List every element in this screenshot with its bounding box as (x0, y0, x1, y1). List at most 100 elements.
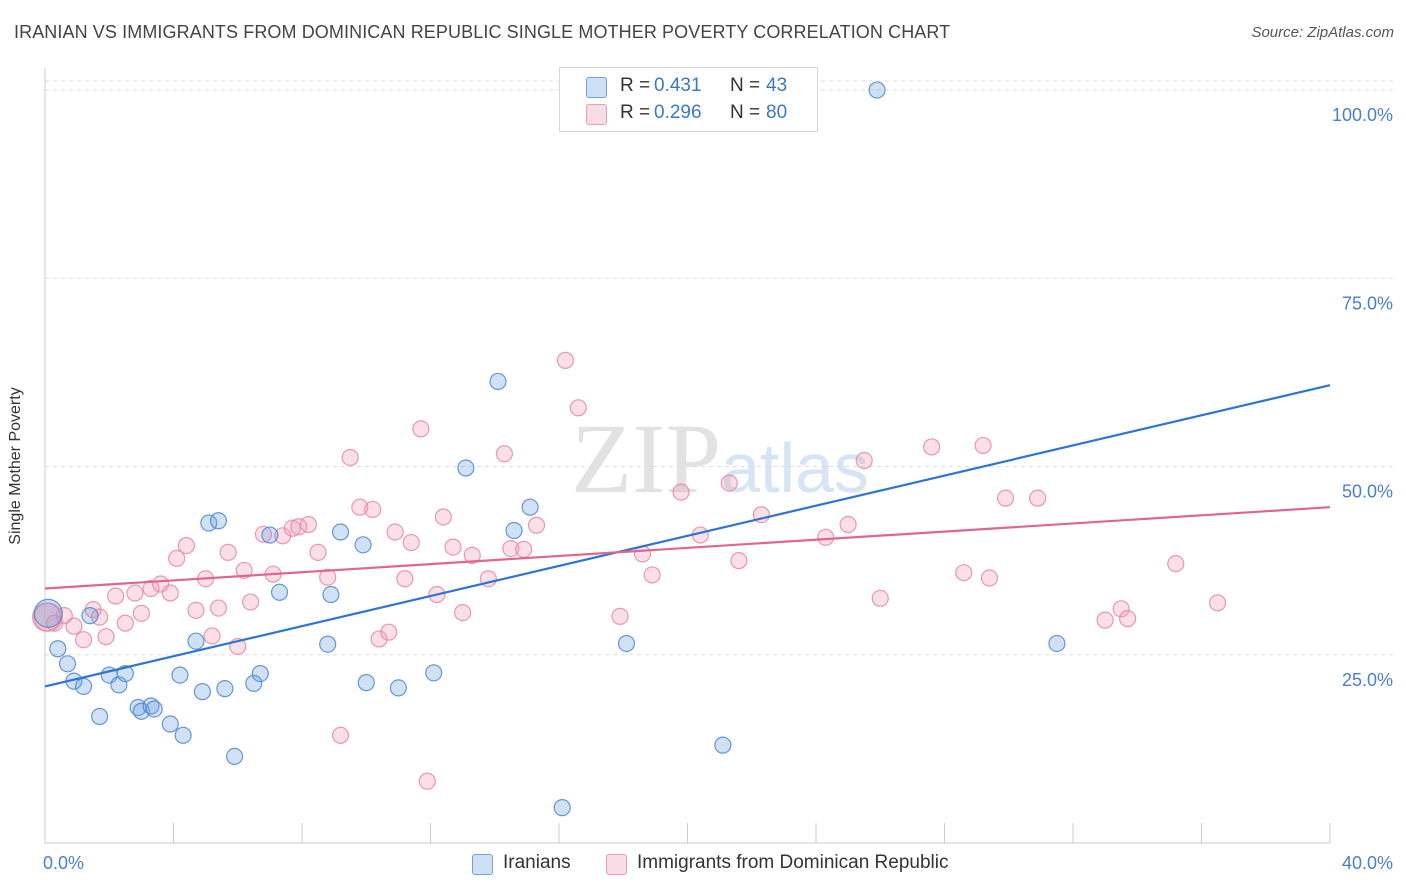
data-point (444, 538, 462, 556)
data-point (341, 448, 359, 467)
data-point (81, 607, 99, 625)
data-point (1112, 600, 1130, 618)
y-axis-label: Single Mother Poverty (7, 387, 24, 545)
data-point (974, 436, 992, 455)
data-point (402, 533, 420, 552)
tick-labels: 25.0% 50.0% 75.0% 100.0% 0.0% 40.0% (43, 105, 1393, 873)
trend-line (44, 384, 1331, 688)
data-point (319, 568, 337, 586)
data-point (617, 634, 636, 653)
bottom-legend-label-dominican: Immigrants from Dominican Republic (637, 852, 949, 873)
legend-r-label: R = (620, 75, 651, 96)
source-note: Source: ZipAtlas.com (1251, 24, 1394, 41)
data-point (116, 614, 134, 632)
data-point (177, 536, 195, 555)
data-point (425, 664, 443, 682)
trend-lines (44, 384, 1331, 688)
y-tick-label: 25.0% (1342, 670, 1393, 690)
watermark-zip: ZIP (571, 403, 721, 514)
y-tick-label: 50.0% (1342, 482, 1393, 502)
data-point (132, 702, 150, 720)
data-point (351, 498, 369, 516)
data-point (319, 635, 337, 653)
data-point (955, 564, 973, 582)
data-point (203, 627, 221, 645)
legend-r-value: 0.431 (654, 75, 702, 96)
watermark-atlas: atlas (721, 429, 869, 507)
data-point (380, 623, 398, 641)
data-point (209, 512, 228, 530)
data-point (161, 584, 179, 602)
data-point (364, 500, 382, 519)
data-point (611, 607, 629, 625)
data-point (254, 525, 273, 543)
data-point (871, 589, 889, 607)
data-point (187, 632, 205, 650)
trend-line (44, 506, 1331, 590)
data-point (49, 640, 67, 658)
data-point (370, 630, 388, 648)
data-point (33, 598, 63, 628)
data-point (142, 579, 160, 598)
data-point (193, 683, 212, 701)
legend-n-value: 43 (766, 75, 788, 96)
data-point (868, 81, 886, 99)
legend-swatch-iranians (586, 77, 607, 98)
data-point (58, 655, 77, 673)
watermark: ZIPatlas (571, 403, 869, 514)
data-point (980, 569, 999, 587)
data-point (1167, 555, 1185, 573)
series-iranians-points (33, 81, 1066, 817)
data-point (132, 604, 150, 622)
bottom-legend-label-iranians: Iranians (503, 852, 571, 873)
data-point (242, 593, 260, 611)
data-point (309, 543, 327, 561)
data-point (412, 420, 430, 438)
bottom-legend-swatch-iranians (472, 854, 493, 875)
data-point (1208, 594, 1227, 612)
data-point (299, 515, 318, 534)
data-point (839, 515, 857, 534)
correlation-legend: R = 0.431 N = 43 R = 0.296 N = 80 (559, 67, 818, 132)
data-point (161, 715, 179, 733)
data-point (643, 566, 661, 584)
data-point (261, 526, 279, 544)
data-point (187, 601, 205, 619)
data-point (1029, 489, 1047, 507)
data-point (1048, 634, 1066, 653)
data-point (225, 747, 244, 766)
y-tick-label: 100.0% (1332, 105, 1393, 125)
data-point (515, 540, 533, 558)
data-point (386, 523, 404, 541)
data-point (923, 438, 941, 456)
data-point (720, 474, 738, 492)
data-point (168, 549, 186, 567)
legend-r-value: 0.296 (654, 102, 702, 123)
data-point (489, 372, 507, 391)
data-point (142, 697, 160, 715)
data-point (521, 498, 539, 516)
data-point (331, 726, 350, 744)
data-point (251, 664, 269, 683)
legend-n-label: N = (730, 75, 761, 96)
data-point (434, 508, 452, 526)
bottom-legend-swatch-dominican (606, 854, 627, 875)
data-point (74, 631, 93, 649)
legend-r-label: R = (620, 102, 651, 123)
data-point (505, 521, 523, 540)
data-point (996, 489, 1015, 507)
legend-n-label: N = (730, 102, 761, 123)
data-point (357, 674, 375, 692)
data-point (672, 483, 690, 501)
data-point (322, 585, 340, 604)
data-point (126, 584, 144, 602)
data-point (569, 399, 587, 417)
data-point (283, 519, 301, 537)
data-point (1119, 610, 1137, 628)
x-tick-label: 0.0% (43, 853, 84, 873)
legend-swatch-dominican (586, 104, 607, 125)
data-point (219, 543, 237, 561)
data-point (270, 583, 289, 601)
data-point (235, 561, 253, 580)
series-dominican-points (32, 351, 1227, 790)
